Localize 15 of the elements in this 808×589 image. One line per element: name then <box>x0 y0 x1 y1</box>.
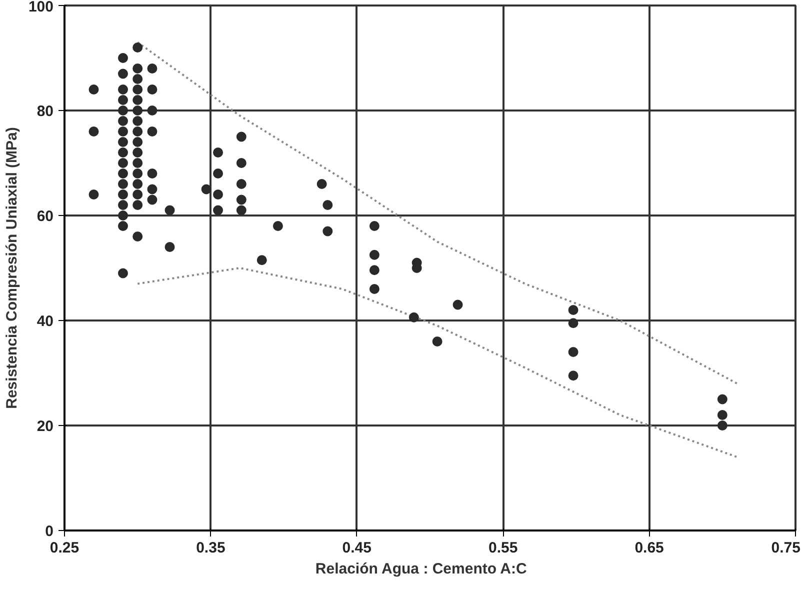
x-tick-label: 0.45 <box>342 540 372 556</box>
y-tick-label: 20 <box>36 418 54 435</box>
y-tick-label: 40 <box>36 313 54 330</box>
x-axis-title: Relación Agua : Cemento A:C <box>315 560 527 578</box>
y-tick-label: 0 <box>45 523 54 540</box>
x-tick-label: 0.35 <box>196 540 226 556</box>
y-tick-label: 60 <box>36 208 54 225</box>
line-series <box>136 267 738 458</box>
y-axis-title: Resistencia Compresión Uniaxial (MPa) <box>3 127 20 409</box>
x-tick-label: 0.65 <box>634 540 664 556</box>
x-tick-label: 0.25 <box>50 540 80 556</box>
y-tick-label: 100 <box>28 0 54 16</box>
x-tick-label: 0.55 <box>488 540 518 556</box>
y-tick-label: 80 <box>36 103 54 120</box>
x-tick-label: 0.75 <box>771 540 801 556</box>
